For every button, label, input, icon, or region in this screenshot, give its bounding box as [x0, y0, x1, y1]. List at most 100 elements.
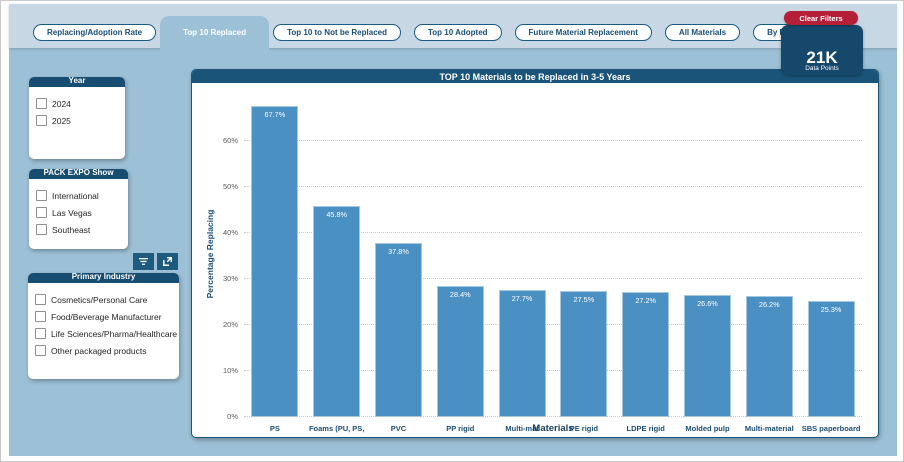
bar-pe-rigid[interactable]: 27.5%	[560, 290, 608, 417]
checkbox[interactable]	[36, 224, 47, 235]
bar-pvc[interactable]: 37.8%	[374, 243, 422, 417]
bar-slot-pe-rigid: 27.5%	[553, 95, 615, 417]
tab-label: Top 10 Replaced	[183, 27, 247, 37]
filter-option-other-packaged-products[interactable]: Other packaged products	[35, 342, 172, 359]
y-tick-label: 60%	[222, 136, 238, 145]
checkbox[interactable]	[36, 190, 47, 201]
filter-card-year: Year 2024 2025	[29, 77, 125, 159]
filter-option-2024[interactable]: 2024	[36, 95, 118, 112]
filter-option-las-vegas[interactable]: Las Vegas	[36, 204, 121, 221]
tab-replacing-adoption-rate[interactable]: Replacing/Adoption Rate	[33, 23, 157, 41]
checkbox[interactable]	[36, 115, 47, 126]
bar-data-label: 28.4%	[449, 290, 471, 300]
tab-future-material-replacement[interactable]: Future Material Replacement	[514, 23, 652, 41]
y-tick-label: 0%	[227, 412, 238, 421]
filter-card-header: Primary Industry	[28, 273, 179, 283]
bar-foams-pu-ps[interactable]: 45.8%	[313, 206, 361, 417]
x-category-label-ldpe-rigid: LDPE rigid	[626, 424, 665, 433]
tab-top-10-adopted[interactable]: Top 10 Adopted	[413, 23, 502, 41]
bar-ps[interactable]: 67.7%	[251, 105, 299, 417]
x-axis-title: Materials	[532, 423, 574, 434]
bar-multi-mat[interactable]: 27.7%	[498, 289, 546, 417]
y-tick-label: 20%	[222, 320, 238, 329]
x-category-label-sbs-paperboard: SBS paperboard	[801, 424, 861, 433]
gridline-10	[244, 370, 862, 371]
gridline-20	[244, 324, 862, 325]
active-tab-backdrop	[160, 15, 270, 61]
chart-card: TOP 10 Materials to be Replaced in 3-5 Y…	[191, 69, 879, 438]
tab-top-10-replaced[interactable]: Top 10 Replaced	[160, 15, 270, 61]
bar-ldpe-rigid[interactable]: 27.2%	[622, 291, 670, 417]
x-category-label-pp-rigid: PP rigid	[446, 424, 475, 433]
checkbox[interactable]	[35, 345, 46, 356]
filter-option-label: Las Vegas	[52, 207, 92, 218]
bar-molded-pulp[interactable]: 26.6%	[683, 294, 731, 417]
tab-top-10-to-not-be-replaced[interactable]: Top 10 to Not be Replaced	[273, 23, 401, 41]
bar-slot-molded-pulp: 26.6%	[677, 95, 739, 417]
filter-option-label: Southeast	[52, 224, 91, 235]
filter-card-title: Year	[68, 77, 86, 85]
filter-option-life-sciences-pharma-healthcare[interactable]: Life Sciences/Pharma/Healthcare	[35, 325, 177, 342]
bar-slot-sbs-paperboard: 25.3%	[800, 95, 862, 417]
y-tick-label: 50%	[222, 182, 238, 191]
bar-data-label: 27.7%	[511, 293, 533, 303]
data-points-card: 21K Data Points	[781, 25, 863, 75]
chart-body: Percentage Replacing 67.7% 45.8% 37.8% 28.4…	[192, 83, 878, 437]
bar-sbs-paperboard[interactable]: 25.3%	[807, 300, 855, 417]
y-tick-label: 40%	[222, 228, 238, 237]
clear-filters-button[interactable]: Clear Filters	[784, 11, 858, 25]
filter-card-header: PACK EXPO Show	[29, 169, 128, 179]
tab-bar: Replacing/Adoption Rate Top 10 Replaced To…	[33, 15, 827, 61]
chart-title-bar: TOP 10 Materials to be Replaced in 3-5 Y…	[192, 70, 878, 83]
y-tick-label: 30%	[222, 274, 238, 283]
bar-data-label: 67.7%	[264, 109, 286, 119]
filter-card-title: Primary Industry	[71, 273, 136, 281]
bar-slot-multi-mat: 27.7%	[491, 95, 553, 417]
tab-label: Top 10 Adopted	[427, 27, 488, 37]
report-canvas: Replacing/Adoption Rate Top 10 Replaced To…	[9, 4, 897, 456]
checkbox[interactable]	[35, 311, 46, 322]
gridline-0	[244, 416, 862, 417]
filter-card-items: Cosmetics/Personal Care Food/Beverage Man…	[28, 283, 179, 359]
bar-data-label: 26.2%	[758, 300, 780, 310]
bar-multi-material[interactable]: 26.2%	[745, 296, 793, 417]
checkbox[interactable]	[36, 207, 47, 218]
x-axis-labels: PS Foams (PU, PS, PVC PP rigid Multi-mat PE r…	[244, 424, 862, 433]
filter-lines-icon[interactable]	[133, 253, 154, 270]
filter-card-header: Year	[29, 77, 125, 87]
gridline-60	[244, 140, 862, 141]
bar-slot-multi-material: 26.2%	[738, 95, 800, 417]
bar-data-label: 27.5%	[573, 294, 595, 304]
filter-option-label: Other packaged products	[51, 345, 147, 356]
checkbox[interactable]	[35, 328, 46, 339]
x-category-label-pe-rigid: PE rigid	[569, 424, 599, 433]
filter-card-primary-industry: Primary Industry Cosmetics/Personal Care…	[28, 273, 179, 379]
filter-option-food-beverage-manufacturer[interactable]: Food/Beverage Manufacturer	[35, 308, 172, 325]
filter-option-label: 2024	[52, 98, 71, 109]
filter-card-pack-expo-show: PACK EXPO Show International Las Vegas Sou…	[29, 169, 128, 249]
checkbox[interactable]	[35, 294, 46, 305]
bar-data-label: 37.8%	[388, 247, 409, 257]
x-category-label-ps: PS	[269, 424, 280, 433]
filter-option-2025[interactable]: 2025	[36, 112, 118, 129]
gridline-30	[244, 278, 862, 279]
bar-slot-pp-rigid: 28.4%	[429, 95, 491, 417]
bar-pp-rigid[interactable]: 28.4%	[436, 286, 484, 417]
filter-option-southeast[interactable]: Southeast	[36, 221, 121, 238]
bar-data-label: 27.2%	[635, 295, 657, 305]
filter-option-international[interactable]: International	[36, 187, 121, 204]
tab-all-materials[interactable]: All Materials	[664, 23, 741, 41]
plot-area: 67.7% 45.8% 37.8% 28.4% 27.7% 27.5% 27.2% 26.6%…	[223, 95, 862, 434]
bar-slot-foams-pu-ps: 45.8%	[306, 95, 368, 417]
bar-data-label: 45.8%	[326, 210, 348, 220]
bar-slot-pvc: 37.8%	[368, 95, 430, 417]
expand-icon[interactable]	[157, 253, 178, 270]
chart-title: TOP 10 Materials to be Replaced in 3-5 Y…	[439, 71, 631, 82]
checkbox[interactable]	[36, 98, 47, 109]
y-tick-label: 10%	[222, 366, 238, 375]
filter-option-cosmetics-personal-care[interactable]: Cosmetics/Personal Care	[35, 291, 172, 308]
x-category-label-molded-pulp: Molded pulp	[685, 424, 730, 433]
filter-card-items: International Las Vegas Southeast	[29, 179, 128, 238]
y-axis-title: Percentage Replacing	[205, 209, 215, 299]
x-category-label-pvc: PVC	[390, 424, 407, 433]
